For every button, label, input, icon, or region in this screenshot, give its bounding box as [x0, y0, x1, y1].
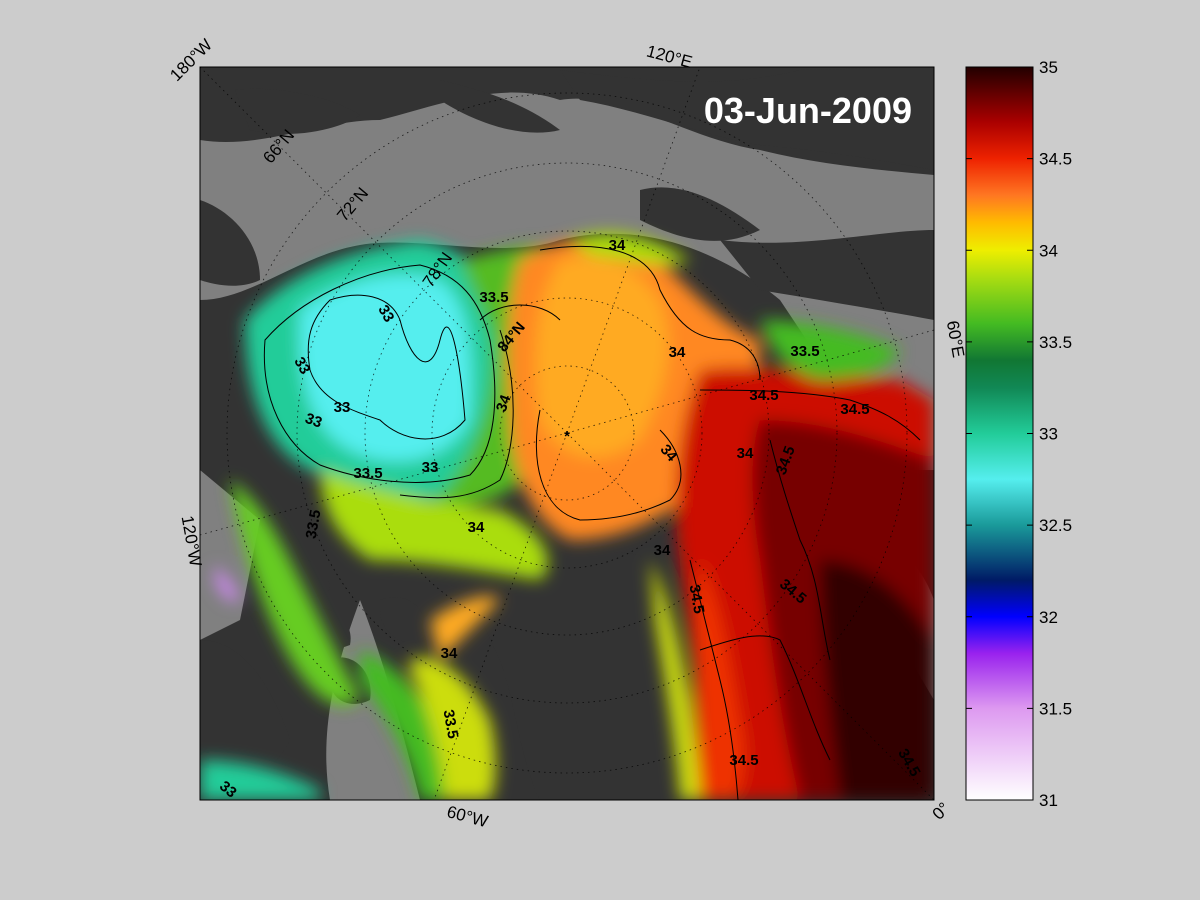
map-panel: * 34 33.5 34 34 34.5 34.5 33.5 33 33 33 … — [200, 67, 934, 802]
colorbar-tick-label: 33 — [1039, 425, 1058, 444]
colorbar-tick-label: 34 — [1039, 241, 1058, 260]
contour-label: 33.5 — [790, 343, 819, 360]
contour-label: 33 — [216, 778, 240, 802]
colorbar-tick-label: 31.5 — [1039, 699, 1072, 718]
contour-label: 34 — [669, 344, 686, 361]
colorbar-tick-label: 32.5 — [1039, 516, 1072, 535]
colorbar-tick-label: 33.5 — [1039, 333, 1072, 352]
contour-label: 33 — [374, 302, 397, 325]
colorbar-gradient — [965, 66, 1034, 801]
contour-label: 34 — [609, 237, 626, 254]
contour-label: 33 — [334, 399, 351, 416]
contour-label: 34 — [654, 542, 671, 559]
contour-label: 34 — [737, 445, 754, 462]
contour-label: 34 — [441, 645, 458, 662]
contour-label: 33.5 — [440, 708, 462, 740]
graticule — [200, 67, 934, 800]
colorbar-ticks: 35 34.5 34 33.5 33 32.5 32 31.5 31 — [966, 58, 1072, 810]
contour-label: 33 — [422, 459, 439, 476]
north-pole-marker: * — [564, 428, 570, 445]
contour-label: 34 — [468, 519, 485, 536]
colorbar-tick-label: 35 — [1039, 58, 1058, 77]
contour-label: 33 — [303, 410, 324, 432]
contour-label: 33 — [290, 354, 313, 377]
colorbar-tick-label: 32 — [1039, 608, 1058, 627]
lon-label-60w: 60°W — [445, 802, 490, 831]
lon-label-0: 0° — [929, 799, 954, 824]
colorbar: 35 34.5 34 33.5 33 32.5 32 31.5 31 — [965, 58, 1072, 810]
contour-label: 34 — [493, 392, 515, 414]
contour-label: 33.5 — [303, 508, 325, 540]
contour-lines — [263, 245, 921, 800]
contour-label: 34.5 — [686, 583, 708, 615]
contour-label: 34.5 — [729, 752, 758, 769]
contour-label: 34.5 — [840, 401, 869, 418]
contour-label: 33.5 — [353, 465, 382, 482]
date-label: 03-Jun-2009 — [704, 90, 912, 131]
contour-label: 33.5 — [479, 289, 508, 306]
lon-label-60e: 60°E — [943, 319, 968, 359]
contour-label: 34.5 — [749, 387, 778, 404]
salinity-field — [200, 232, 934, 800]
map-border — [199, 66, 935, 801]
colorbar-tick-label: 31 — [1039, 791, 1058, 810]
colorbar-tick-label: 34.5 — [1039, 150, 1072, 169]
